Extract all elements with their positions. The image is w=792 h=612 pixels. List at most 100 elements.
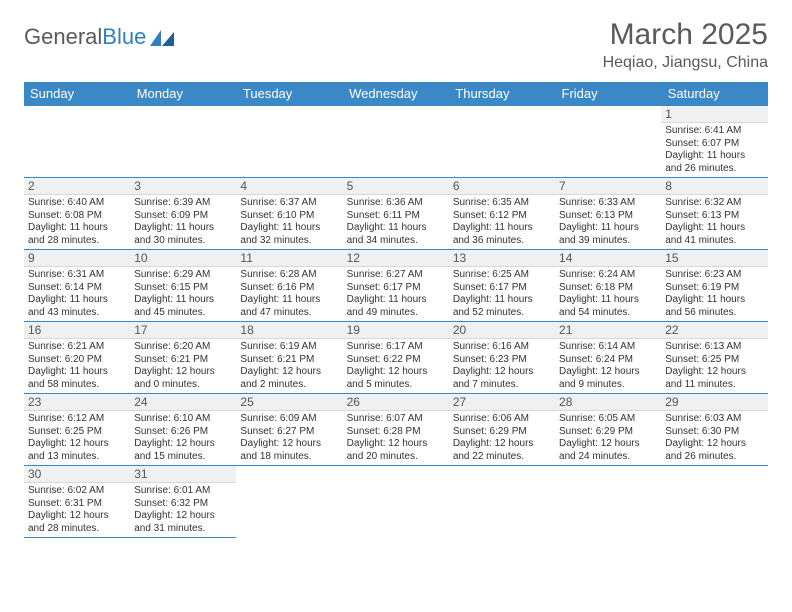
sunset-text: Sunset: 6:29 PM — [453, 426, 551, 439]
calendar-cell: 31Sunrise: 6:01 AMSunset: 6:32 PMDayligh… — [130, 466, 236, 538]
day-content: Sunrise: 6:13 AMSunset: 6:25 PMDaylight:… — [661, 339, 767, 393]
calendar-cell — [343, 106, 449, 178]
calendar-cell: 6Sunrise: 6:35 AMSunset: 6:12 PMDaylight… — [449, 178, 555, 250]
sunrise-text: Sunrise: 6:20 AM — [134, 341, 232, 354]
calendar-cell: 26Sunrise: 6:07 AMSunset: 6:28 PMDayligh… — [343, 394, 449, 466]
calendar-row: 2Sunrise: 6:40 AMSunset: 6:08 PMDaylight… — [24, 178, 768, 250]
sunrise-text: Sunrise: 6:17 AM — [347, 341, 445, 354]
day-content: Sunrise: 6:29 AMSunset: 6:15 PMDaylight:… — [130, 267, 236, 321]
daylight-text: Daylight: 12 hours and 22 minutes. — [453, 438, 551, 463]
day-content: Sunrise: 6:41 AMSunset: 6:07 PMDaylight:… — [661, 123, 767, 177]
day-number: 23 — [24, 394, 130, 411]
sunrise-text: Sunrise: 6:21 AM — [28, 341, 126, 354]
daylight-text: Daylight: 11 hours and 26 minutes. — [665, 150, 763, 175]
sunset-text: Sunset: 6:18 PM — [559, 282, 657, 295]
sunrise-text: Sunrise: 6:35 AM — [453, 197, 551, 210]
day-content: Sunrise: 6:20 AMSunset: 6:21 PMDaylight:… — [130, 339, 236, 393]
calendar-cell — [236, 106, 342, 178]
day-number: 27 — [449, 394, 555, 411]
sunset-text: Sunset: 6:29 PM — [559, 426, 657, 439]
weekday-header: Saturday — [661, 82, 767, 106]
calendar-cell: 18Sunrise: 6:19 AMSunset: 6:21 PMDayligh… — [236, 322, 342, 394]
sunset-text: Sunset: 6:08 PM — [28, 210, 126, 223]
daylight-text: Daylight: 11 hours and 56 minutes. — [665, 294, 763, 319]
calendar-cell: 22Sunrise: 6:13 AMSunset: 6:25 PMDayligh… — [661, 322, 767, 394]
header: GeneralBlue March 2025 Heqiao, Jiangsu, … — [24, 18, 768, 72]
day-number: 17 — [130, 322, 236, 339]
day-content: Sunrise: 6:06 AMSunset: 6:29 PMDaylight:… — [449, 411, 555, 465]
day-content: Sunrise: 6:02 AMSunset: 6:31 PMDaylight:… — [24, 483, 130, 537]
sunrise-text: Sunrise: 6:33 AM — [559, 197, 657, 210]
logo-part2: Blue — [102, 24, 146, 50]
sunrise-text: Sunrise: 6:31 AM — [28, 269, 126, 282]
daylight-text: Daylight: 11 hours and 41 minutes. — [665, 222, 763, 247]
sunset-text: Sunset: 6:25 PM — [665, 354, 763, 367]
daylight-text: Daylight: 11 hours and 34 minutes. — [347, 222, 445, 247]
sunset-text: Sunset: 6:30 PM — [665, 426, 763, 439]
day-content: Sunrise: 6:21 AMSunset: 6:20 PMDaylight:… — [24, 339, 130, 393]
sunrise-text: Sunrise: 6:05 AM — [559, 413, 657, 426]
calendar-cell: 2Sunrise: 6:40 AMSunset: 6:08 PMDaylight… — [24, 178, 130, 250]
sunrise-text: Sunrise: 6:16 AM — [453, 341, 551, 354]
logo-flag-icon — [150, 28, 176, 46]
day-content: Sunrise: 6:32 AMSunset: 6:13 PMDaylight:… — [661, 195, 767, 249]
day-number: 15 — [661, 250, 767, 267]
calendar-cell — [449, 466, 555, 538]
daylight-text: Daylight: 11 hours and 30 minutes. — [134, 222, 232, 247]
sunrise-text: Sunrise: 6:32 AM — [665, 197, 763, 210]
sunrise-text: Sunrise: 6:12 AM — [28, 413, 126, 426]
sunset-text: Sunset: 6:25 PM — [28, 426, 126, 439]
daylight-text: Daylight: 11 hours and 49 minutes. — [347, 294, 445, 319]
calendar-cell: 11Sunrise: 6:28 AMSunset: 6:16 PMDayligh… — [236, 250, 342, 322]
day-number: 16 — [24, 322, 130, 339]
sunset-text: Sunset: 6:19 PM — [665, 282, 763, 295]
sunset-text: Sunset: 6:23 PM — [453, 354, 551, 367]
sunset-text: Sunset: 6:09 PM — [134, 210, 232, 223]
calendar-cell: 9Sunrise: 6:31 AMSunset: 6:14 PMDaylight… — [24, 250, 130, 322]
day-content: Sunrise: 6:31 AMSunset: 6:14 PMDaylight:… — [24, 267, 130, 321]
calendar-table: Sunday Monday Tuesday Wednesday Thursday… — [24, 82, 768, 538]
day-content: Sunrise: 6:03 AMSunset: 6:30 PMDaylight:… — [661, 411, 767, 465]
calendar-cell: 8Sunrise: 6:32 AMSunset: 6:13 PMDaylight… — [661, 178, 767, 250]
day-number: 1 — [661, 106, 767, 123]
daylight-text: Daylight: 12 hours and 15 minutes. — [134, 438, 232, 463]
calendar-cell — [661, 466, 767, 538]
calendar-cell: 4Sunrise: 6:37 AMSunset: 6:10 PMDaylight… — [236, 178, 342, 250]
calendar-cell — [555, 106, 661, 178]
calendar-row: 1Sunrise: 6:41 AMSunset: 6:07 PMDaylight… — [24, 106, 768, 178]
daylight-text: Daylight: 12 hours and 7 minutes. — [453, 366, 551, 391]
daylight-text: Daylight: 11 hours and 45 minutes. — [134, 294, 232, 319]
day-content: Sunrise: 6:36 AMSunset: 6:11 PMDaylight:… — [343, 195, 449, 249]
calendar-cell: 21Sunrise: 6:14 AMSunset: 6:24 PMDayligh… — [555, 322, 661, 394]
day-content: Sunrise: 6:33 AMSunset: 6:13 PMDaylight:… — [555, 195, 661, 249]
day-content: Sunrise: 6:12 AMSunset: 6:25 PMDaylight:… — [24, 411, 130, 465]
calendar-cell — [555, 466, 661, 538]
sunrise-text: Sunrise: 6:28 AM — [240, 269, 338, 282]
calendar-cell: 25Sunrise: 6:09 AMSunset: 6:27 PMDayligh… — [236, 394, 342, 466]
day-content: Sunrise: 6:28 AMSunset: 6:16 PMDaylight:… — [236, 267, 342, 321]
calendar-cell: 7Sunrise: 6:33 AMSunset: 6:13 PMDaylight… — [555, 178, 661, 250]
calendar-cell: 12Sunrise: 6:27 AMSunset: 6:17 PMDayligh… — [343, 250, 449, 322]
sunset-text: Sunset: 6:21 PM — [240, 354, 338, 367]
sunrise-text: Sunrise: 6:24 AM — [559, 269, 657, 282]
day-number: 11 — [236, 250, 342, 267]
sunrise-text: Sunrise: 6:10 AM — [134, 413, 232, 426]
calendar-cell: 17Sunrise: 6:20 AMSunset: 6:21 PMDayligh… — [130, 322, 236, 394]
daylight-text: Daylight: 11 hours and 58 minutes. — [28, 366, 126, 391]
day-content: Sunrise: 6:39 AMSunset: 6:09 PMDaylight:… — [130, 195, 236, 249]
calendar-cell: 19Sunrise: 6:17 AMSunset: 6:22 PMDayligh… — [343, 322, 449, 394]
calendar-cell: 28Sunrise: 6:05 AMSunset: 6:29 PMDayligh… — [555, 394, 661, 466]
calendar-row: 30Sunrise: 6:02 AMSunset: 6:31 PMDayligh… — [24, 466, 768, 538]
daylight-text: Daylight: 12 hours and 13 minutes. — [28, 438, 126, 463]
sunset-text: Sunset: 6:16 PM — [240, 282, 338, 295]
daylight-text: Daylight: 12 hours and 9 minutes. — [559, 366, 657, 391]
day-number: 22 — [661, 322, 767, 339]
calendar-cell: 30Sunrise: 6:02 AMSunset: 6:31 PMDayligh… — [24, 466, 130, 538]
daylight-text: Daylight: 12 hours and 24 minutes. — [559, 438, 657, 463]
calendar-cell — [449, 106, 555, 178]
daylight-text: Daylight: 12 hours and 0 minutes. — [134, 366, 232, 391]
daylight-text: Daylight: 11 hours and 52 minutes. — [453, 294, 551, 319]
sunrise-text: Sunrise: 6:37 AM — [240, 197, 338, 210]
sunset-text: Sunset: 6:31 PM — [28, 498, 126, 511]
sunrise-text: Sunrise: 6:14 AM — [559, 341, 657, 354]
